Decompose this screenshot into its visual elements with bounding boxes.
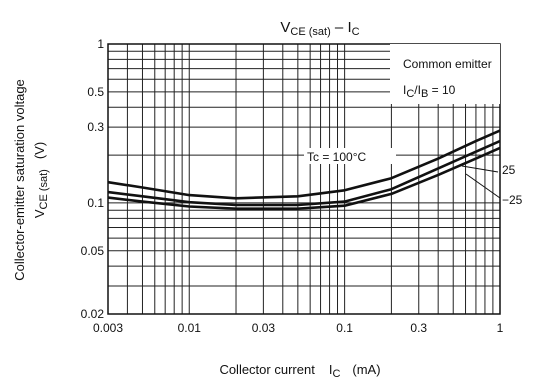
y-tick-label: 0.5 xyxy=(87,85,104,99)
series-line-1 xyxy=(107,139,501,207)
annotation-box xyxy=(390,44,500,104)
series-label-100: Tc = 100°C xyxy=(307,150,366,164)
series-line-2 xyxy=(107,146,501,210)
y-axis-label-line1: Collector-emitter saturation voltage xyxy=(12,79,27,281)
leader-m25 xyxy=(465,173,501,199)
y-tick-label: 0.05 xyxy=(81,244,105,258)
annotation-common-emitter: Common emitter xyxy=(403,57,492,71)
y-axis-label-line2: VCE (sat)(V) xyxy=(32,142,50,218)
y-axis: 1 0.5 0.3 0.1 0.05 0.02 xyxy=(81,37,105,321)
plot-frame xyxy=(107,43,501,315)
x-axis: 0.003 0.01 0.03 0.1 0.3 1 xyxy=(93,321,504,335)
x-tick-label: 0.03 xyxy=(252,321,276,335)
y-tick-label: 1 xyxy=(97,37,104,51)
x-tick-label: 0.1 xyxy=(336,321,353,335)
y-tick-label: 0.1 xyxy=(87,196,104,210)
x-tick-label: 0.003 xyxy=(93,321,123,335)
x-tick-label: 0.3 xyxy=(410,321,427,335)
leader-25 xyxy=(461,165,499,173)
plot-border xyxy=(107,43,501,315)
series-lines xyxy=(107,129,501,210)
annotation-ic-ib: IC/IB = 10 xyxy=(403,83,456,100)
y-tick-label: 0.02 xyxy=(81,307,105,321)
series-line-0 xyxy=(107,129,501,200)
series-label-m25: −25 xyxy=(502,193,523,207)
x-tick-label: 1 xyxy=(497,321,504,335)
y-tick-label: 0.3 xyxy=(87,120,104,134)
series-label-25: 25 xyxy=(502,163,516,177)
label-bg-100 xyxy=(304,148,396,164)
x-tick-label: 0.01 xyxy=(178,321,202,335)
chart-title: VCE (sat) – IC xyxy=(280,19,359,38)
x-axis-label: Collector current IC (mA) xyxy=(219,362,380,380)
